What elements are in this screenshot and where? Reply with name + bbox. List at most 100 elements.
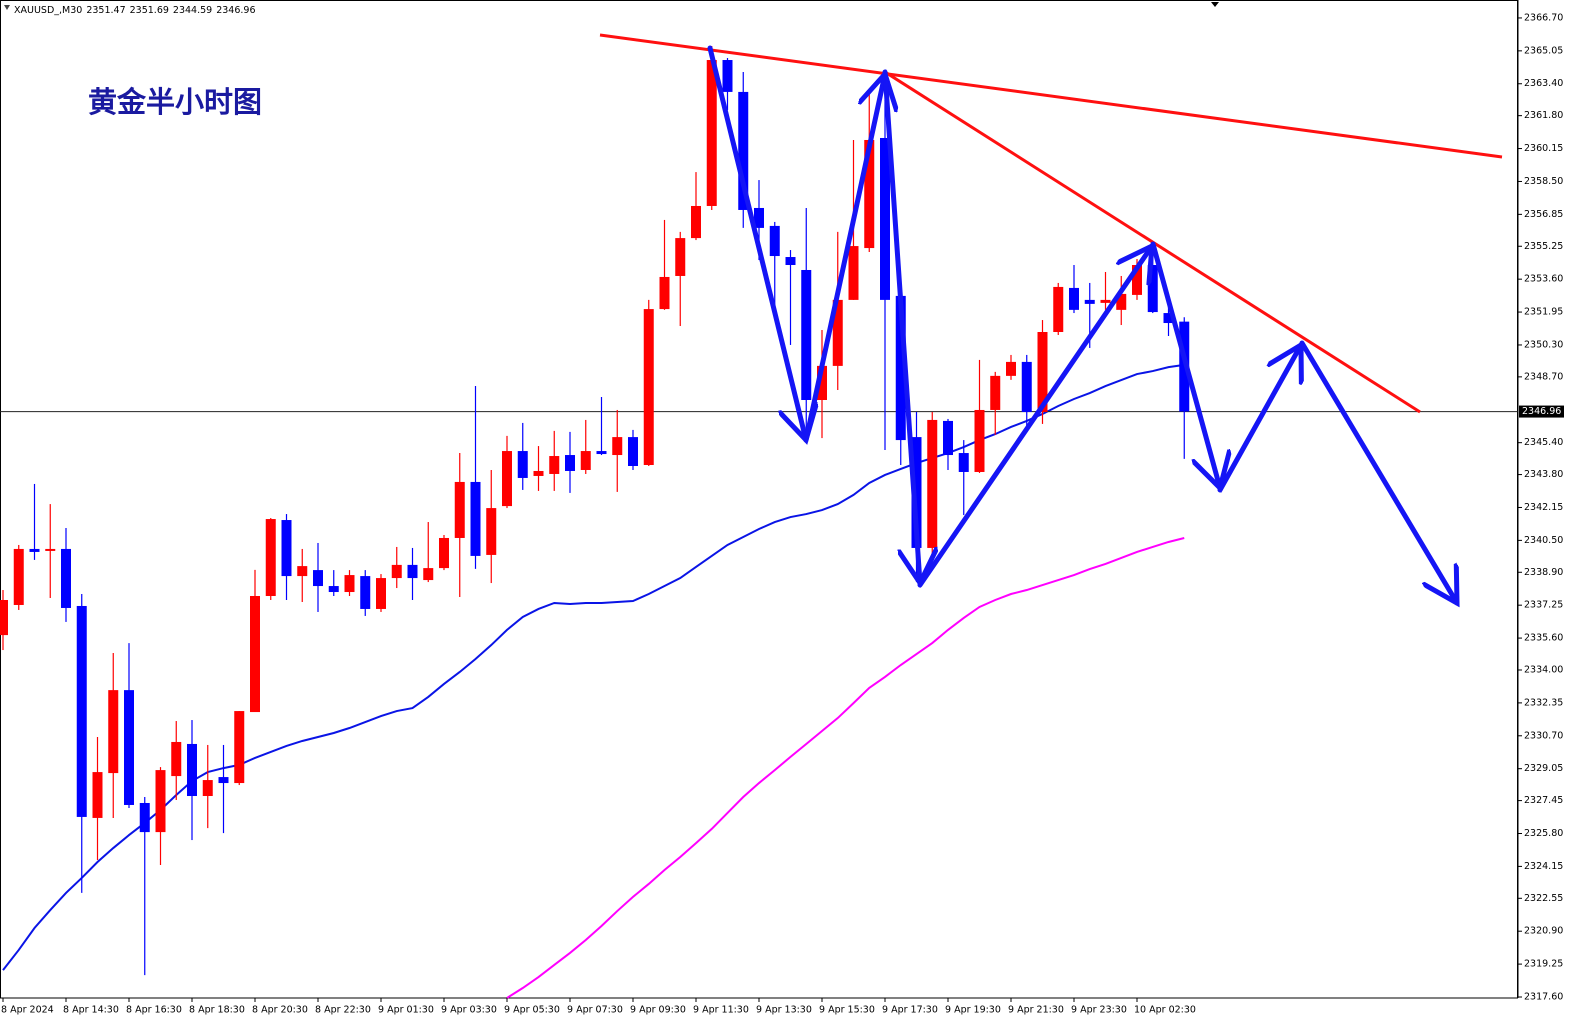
x-tick-label: 9 Apr 17:30 (882, 1005, 938, 1016)
candle-body (958, 453, 969, 472)
candle-body (407, 564, 418, 579)
candle-body (202, 780, 213, 797)
x-tick-label: 8 Apr 18:30 (189, 1005, 245, 1016)
candle-body (769, 225, 780, 257)
shift-marker (1211, 2, 1219, 7)
candle-body (785, 257, 796, 266)
x-tick-label: 8 Apr 2024 (1, 1005, 54, 1016)
y-tick-label: 2337.25 (1524, 600, 1563, 611)
x-tick-label: 9 Apr 09:30 (630, 1005, 686, 1016)
y-tick-label: 2351.95 (1524, 307, 1563, 318)
candle-body (643, 309, 654, 466)
arrow (1299, 340, 1457, 603)
x-tick-label: 8 Apr 14:30 (63, 1005, 119, 1016)
candle-body (533, 470, 544, 476)
candle-body (817, 365, 827, 400)
y-tick-label: 2338.90 (1524, 567, 1563, 578)
candle-body (1163, 313, 1174, 324)
y-tick-label: 2356.85 (1524, 209, 1563, 220)
candle-body (691, 205, 701, 239)
candle-body (171, 741, 182, 777)
candle-body (92, 772, 103, 818)
header: XAUUSD_,M30 2351.47 2351.69 2344.59 2346.96 (14, 5, 256, 16)
candle-body (139, 802, 150, 833)
candle-body (29, 548, 40, 552)
arrow (803, 74, 885, 443)
x-tick-label: 9 Apr 03:30 (441, 1005, 497, 1016)
y-tick-label: 2340.50 (1524, 535, 1563, 546)
x-tick-label: 9 Apr 19:30 (945, 1005, 1001, 1016)
candle-body (124, 690, 134, 805)
y-tick-label: 2317.60 (1524, 992, 1563, 1003)
candle-body (13, 548, 24, 605)
y-tick-label: 2355.25 (1524, 241, 1563, 252)
candle-body (864, 139, 875, 249)
y-tick-label: 2327.45 (1524, 795, 1563, 806)
y-tick-label: 2330.70 (1524, 730, 1563, 741)
x-tick-label: 8 Apr 22:30 (315, 1005, 371, 1016)
candle-body (218, 777, 229, 784)
candle-body (517, 451, 528, 478)
x-tick-label: 10 Apr 02:30 (1134, 1005, 1196, 1016)
moving-average (506, 537, 1185, 999)
candle-body (439, 537, 449, 569)
candle-body (61, 548, 71, 608)
candle-body (990, 375, 1001, 410)
candle-body (565, 455, 575, 471)
y-tick-label: 2320.90 (1524, 926, 1563, 937)
candle-body (328, 586, 339, 593)
arrow (1150, 241, 1220, 488)
y-tick-label: 2319.25 (1524, 959, 1563, 970)
candle-body (943, 420, 953, 456)
x-tick-label: 9 Apr 23:30 (1071, 1005, 1127, 1016)
moving-average (2, 363, 1185, 971)
candle-body (265, 519, 276, 597)
y-tick-label: 2361.80 (1524, 110, 1563, 121)
x-tick-label: 9 Apr 01:30 (378, 1005, 434, 1016)
candle-body (895, 295, 906, 441)
y-tick-label: 2332.35 (1524, 697, 1563, 708)
y-tick-label: 2342.15 (1524, 502, 1563, 513)
header-low: 2344.59 (173, 5, 212, 16)
candle-body (76, 605, 87, 817)
y-tick-label: 2363.40 (1524, 78, 1563, 89)
x-tick-label: 8 Apr 16:30 (126, 1005, 182, 1016)
y-tick-label: 2343.80 (1524, 469, 1563, 480)
y-tick-label: 2334.00 (1524, 664, 1563, 675)
candle-body (1147, 265, 1158, 313)
x-tick-label: 8 Apr 20:30 (252, 1005, 308, 1016)
candle-body (659, 276, 670, 310)
candle-body (549, 456, 560, 474)
candle-body (1116, 293, 1127, 310)
y-tick-label: 2325.80 (1524, 828, 1563, 839)
candle-body (423, 568, 434, 581)
y-tick-label: 2348.70 (1524, 371, 1563, 382)
candle-body (344, 575, 355, 593)
marks (0, 46, 1518, 999)
candle-body (108, 690, 119, 774)
candle-body (848, 246, 859, 300)
candle-body (470, 481, 481, 556)
candle-body (391, 564, 402, 579)
candle-body (155, 770, 166, 833)
candle-body (628, 437, 638, 466)
candle-body (502, 451, 512, 507)
header-close: 2346.96 (216, 5, 255, 16)
arrow (1217, 345, 1301, 493)
candle-body (675, 238, 686, 276)
candle-body (722, 60, 733, 92)
candle-body (250, 596, 260, 713)
x-tick-label: 9 Apr 11:30 (693, 1005, 749, 1016)
candle-body (832, 299, 843, 366)
candle-body (45, 548, 56, 551)
symbol-icon (4, 5, 10, 10)
candle-body (313, 570, 323, 587)
price-label-box (1519, 405, 1564, 418)
annotation: 黄金半小时图 (88, 85, 262, 119)
candle-body (880, 137, 890, 300)
x-tick-label: 9 Apr 05:30 (504, 1005, 560, 1016)
candle-body (754, 207, 764, 228)
candle-body (1006, 361, 1016, 376)
candle-body (376, 578, 386, 609)
